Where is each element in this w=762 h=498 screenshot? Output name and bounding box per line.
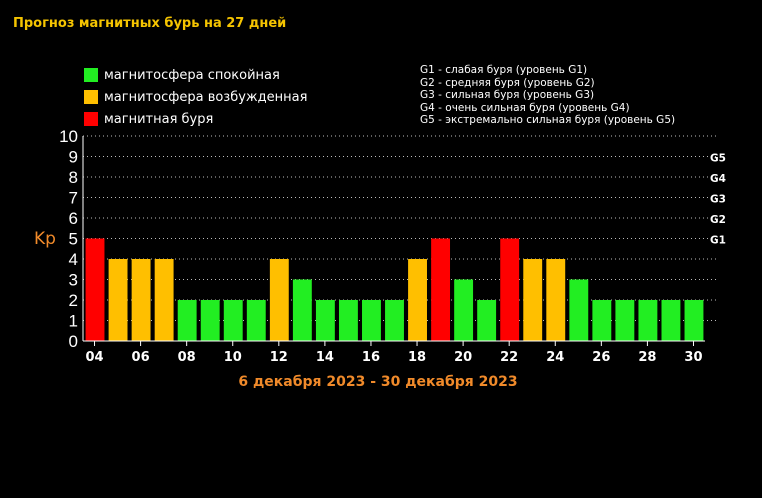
- x-tick-label: 18: [408, 350, 426, 365]
- y-tick-label: 6: [69, 209, 78, 228]
- x-tick-label: 28: [638, 350, 656, 365]
- bar-day-17: [385, 300, 404, 341]
- legend-label-calm: магнитосфера спокойная: [104, 67, 280, 83]
- storm-line-label: G2: [710, 214, 726, 226]
- bar-day-14: [315, 300, 335, 341]
- storm-level-g2: G2 - средняя буря (уровень G2): [420, 76, 595, 89]
- y-tick-label: 10: [59, 127, 78, 146]
- bar-day-05: [108, 259, 128, 341]
- legend-label-storm: магнитная буря: [104, 111, 214, 127]
- bar-day-15: [338, 300, 358, 341]
- legend-label-excited: магнитосфера возбужденная: [104, 89, 308, 105]
- storm-line-label: G3: [710, 194, 726, 206]
- bar-day-11: [246, 300, 266, 341]
- x-tick-label: 26: [592, 350, 610, 365]
- storm-level-g3: G3 - сильная буря (уровень G3): [420, 89, 595, 102]
- bar-day-24: [546, 259, 566, 341]
- x-tick-label: 24: [546, 350, 564, 365]
- x-tick-label: 06: [132, 350, 150, 365]
- y-tick-label: 8: [69, 168, 78, 187]
- bar-day-10: [223, 300, 243, 341]
- bar-day-08: [177, 300, 197, 341]
- bar-day-06: [131, 259, 151, 341]
- bar-day-23: [523, 259, 543, 341]
- legend-item-calm: магнитосфера спокойная: [84, 64, 307, 86]
- bar-day-26: [592, 300, 612, 341]
- x-tick-label: 08: [178, 350, 196, 365]
- bar-day-16: [362, 300, 381, 341]
- x-tick-label: 22: [500, 350, 518, 365]
- y-axis-label: Kp: [34, 229, 56, 249]
- bar-day-04: [85, 238, 105, 341]
- bar-day-22: [500, 238, 520, 341]
- y-tick-label: 9: [69, 148, 78, 167]
- storm-level-g4: G4 - очень сильная буря (уровень G4): [420, 101, 630, 114]
- legend-item-storm: магнитная буря: [84, 108, 307, 130]
- legend-swatch-excited: [84, 90, 98, 104]
- bar-day-25: [569, 279, 589, 341]
- legend-swatch-calm: [84, 68, 98, 82]
- bar-day-27: [615, 300, 635, 341]
- storm-level-g5: G5 - экстремально сильная буря (уровень …: [420, 114, 676, 127]
- status-legend: магнитосфера спокойная магнитосфера возб…: [84, 64, 307, 130]
- legend-swatch-storm: [84, 112, 98, 126]
- x-tick-label: 16: [362, 350, 380, 365]
- y-tick-label: 3: [69, 271, 78, 290]
- x-tick-label: 30: [684, 350, 702, 365]
- x-tick-label: 20: [454, 350, 472, 365]
- y-tick-label: 5: [69, 230, 78, 249]
- bar-day-29: [661, 300, 681, 341]
- bar-day-18: [408, 259, 427, 341]
- x-tick-label: 14: [316, 350, 334, 365]
- storm-line-label: G4: [710, 173, 726, 185]
- bar-day-07: [154, 259, 174, 341]
- storm-line-label: G1: [710, 235, 726, 247]
- grid-lines: [83, 135, 719, 321]
- x-tick-label: 04: [85, 350, 103, 365]
- x-tick-label: 10: [224, 350, 242, 365]
- bar-day-30: [684, 300, 704, 341]
- bar-day-20: [454, 279, 474, 341]
- y-tick-label: 7: [69, 189, 78, 208]
- x-tick-label: 12: [270, 350, 288, 365]
- bar-day-13: [292, 279, 312, 341]
- y-tick-label: 4: [69, 250, 78, 269]
- legend-item-excited: магнитосфера возбужденная: [84, 86, 307, 108]
- y-tick-label: 0: [69, 332, 78, 351]
- storm-level-legend: G1 - слабая буря (уровень G1) G2 - средн…: [420, 64, 675, 127]
- storm-line-label: G5: [710, 153, 726, 165]
- chart-title: Прогноз магнитных бурь на 27 дней: [13, 16, 287, 31]
- bar-day-28: [638, 300, 658, 341]
- storm-level-g1: G1 - слабая буря (уровень G1): [420, 64, 588, 76]
- bar-day-09: [200, 300, 220, 341]
- y-tick-label: 1: [69, 312, 78, 331]
- x-axis-label: 6 декабря 2023 - 30 декабря 2023: [238, 374, 517, 390]
- bar-day-12: [269, 259, 289, 341]
- bars: [85, 238, 704, 341]
- bar-day-19: [431, 238, 451, 341]
- y-tick-label: 2: [69, 291, 78, 310]
- bar-day-21: [477, 300, 497, 341]
